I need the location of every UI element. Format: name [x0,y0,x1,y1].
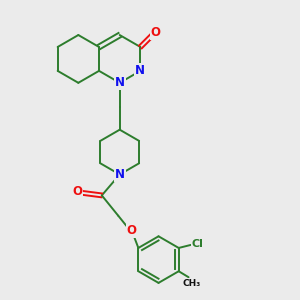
Text: O: O [72,185,82,198]
Text: O: O [151,26,160,40]
Text: N: N [115,168,125,181]
Text: Cl: Cl [192,239,203,249]
Text: N: N [135,64,145,77]
Text: O: O [127,224,137,237]
Text: CH₃: CH₃ [182,279,201,288]
Text: N: N [115,76,125,89]
